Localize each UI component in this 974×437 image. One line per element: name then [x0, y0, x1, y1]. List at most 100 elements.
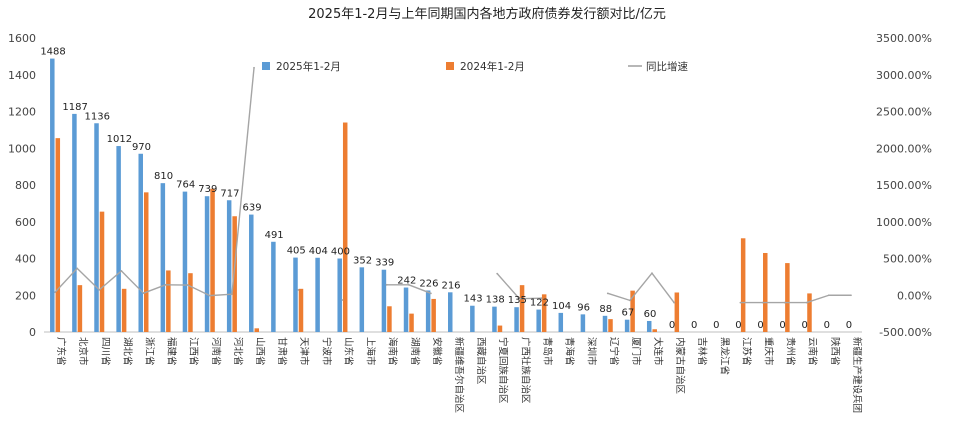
category-label: 四川省 [99, 337, 111, 366]
left-axis-tick-label: 1600 [8, 32, 36, 45]
right-axis-tick-label: 0.00% [897, 289, 932, 302]
growth-line-segment [651, 272, 675, 304]
bar-2024 [608, 319, 613, 332]
category-label: 黑龙江省 [718, 337, 730, 375]
bar-2025 [271, 241, 276, 332]
category-label: 厦门市 [630, 337, 642, 366]
bar-2025 [226, 200, 232, 332]
category-label: 重庆市 [763, 337, 775, 366]
category-label: 陕西省 [829, 337, 841, 366]
bar-2024 [630, 290, 635, 332]
bar-2024 [99, 211, 105, 332]
category-label: 云南省 [807, 337, 819, 366]
right-axis-tick-label: 2500.00% [876, 106, 932, 119]
bar-2024 [652, 329, 657, 332]
bar-2024 [674, 292, 680, 332]
left-axis-tick-label: 400 [15, 253, 36, 266]
category-label-group: 广东省 北京市 四川省 湖北省 浙江省 福建省 江西省 河南省 河北省 山西省 甘肃省 天津市 宁波市山… [55, 337, 863, 414]
category-label: 辽宁省 [608, 337, 620, 366]
growth-line-segment [607, 292, 631, 302]
category-label: 湖南省 [409, 337, 421, 366]
bar-2024 [387, 306, 392, 332]
bar-2024 [188, 273, 193, 332]
category-label: 广东省 [55, 337, 67, 366]
category-label: 广西壮族自治区 [519, 337, 531, 404]
data-label-2025: 67 [621, 308, 634, 319]
category-label: 深圳市 [586, 337, 598, 366]
category-label: 江西省 [188, 337, 200, 366]
growth-line-segment [76, 267, 100, 291]
growth-line-segment [54, 267, 78, 293]
category-label: 青岛市 [541, 337, 553, 366]
bar-2025 [602, 315, 608, 332]
bar-2025 [536, 309, 541, 332]
growth-line-segment [143, 284, 166, 294]
legend-swatch [446, 62, 454, 70]
bar-2024 [232, 216, 237, 332]
data-label-2025: 810 [154, 171, 173, 182]
right-axis-tick-label: -500.00% [879, 326, 932, 339]
data-label-2025: 764 [176, 180, 195, 191]
right-axis-tick-label: 500.00% [883, 253, 932, 266]
bar-2024 [409, 313, 414, 332]
category-label: 贵州省 [785, 337, 797, 366]
category-label: 山西省 [254, 337, 266, 366]
data-label-2025: 0 [669, 320, 675, 331]
left-axis-tick-label: 1000 [8, 142, 36, 155]
category-label: 安徽省 [431, 337, 443, 366]
category-label: 福建省 [166, 337, 178, 366]
data-label-2025: 352 [353, 255, 372, 266]
legend-swatch [262, 62, 270, 70]
bar-2025 [470, 305, 475, 332]
data-label-2025: 0 [691, 320, 697, 331]
bar-2025 [359, 267, 365, 332]
left-axis-tick-label: 600 [15, 216, 36, 229]
right-axis: -500.00% 0.00% 500.00% 1000.00% 1500.00% 2000… [876, 32, 932, 339]
right-axis-tick-label: 3500.00% [876, 32, 932, 45]
growth-line-segment [98, 270, 122, 291]
bar-2024 [763, 252, 768, 332]
growth-point [673, 301, 675, 304]
category-label: 北京市 [77, 337, 89, 366]
bar-2025 [624, 319, 630, 332]
category-label: 内蒙古自治区 [674, 337, 686, 395]
data-label-2025: 0 [735, 320, 741, 331]
category-label: 宁波市 [320, 337, 332, 366]
growth-point [253, 66, 255, 69]
category-label: 青海省 [564, 337, 576, 366]
right-axis-tick-label: 1000.00% [876, 216, 932, 229]
growth-point [850, 294, 852, 297]
legend-label: 同比增速 [646, 60, 688, 73]
data-label-2025: 339 [375, 258, 394, 269]
bar-2025 [514, 307, 519, 332]
data-label-2025: 135 [508, 295, 527, 306]
growth-line-segment [806, 294, 830, 304]
growth-point [429, 292, 432, 295]
data-label-2025: 405 [287, 246, 306, 257]
data-label-2025: 739 [198, 184, 217, 195]
bar-2024 [519, 285, 525, 332]
category-label: 宁夏回族自治区 [497, 337, 509, 404]
legend: 2025年1-2月 2024年1-2月 同比增速 [262, 60, 688, 73]
bar-2025 [293, 257, 298, 332]
bar-2024 [541, 294, 547, 332]
growth-line-group [54, 66, 852, 304]
bar-2024 [166, 270, 171, 332]
bar-2025 [249, 214, 254, 332]
bar-2024 [143, 192, 149, 332]
growth-point [540, 297, 543, 300]
chart-title: 2025年1-2月与上年同期国内各地方政府债券发行额对比/亿元 [308, 6, 666, 22]
data-label-2025: 0 [846, 320, 852, 331]
data-label-2025: 0 [824, 320, 830, 331]
data-label-2025: 138 [486, 295, 505, 306]
data-label-2025: 0 [713, 320, 719, 331]
bar-2024 [431, 298, 436, 332]
data-label-2025: 0 [757, 320, 763, 331]
bar-2024 [497, 325, 503, 332]
left-axis-tick-label: 200 [15, 289, 36, 302]
bar-group [50, 58, 812, 333]
data-label-2025: 1488 [40, 47, 65, 58]
category-label: 新疆生产建设兵团 [851, 337, 863, 413]
